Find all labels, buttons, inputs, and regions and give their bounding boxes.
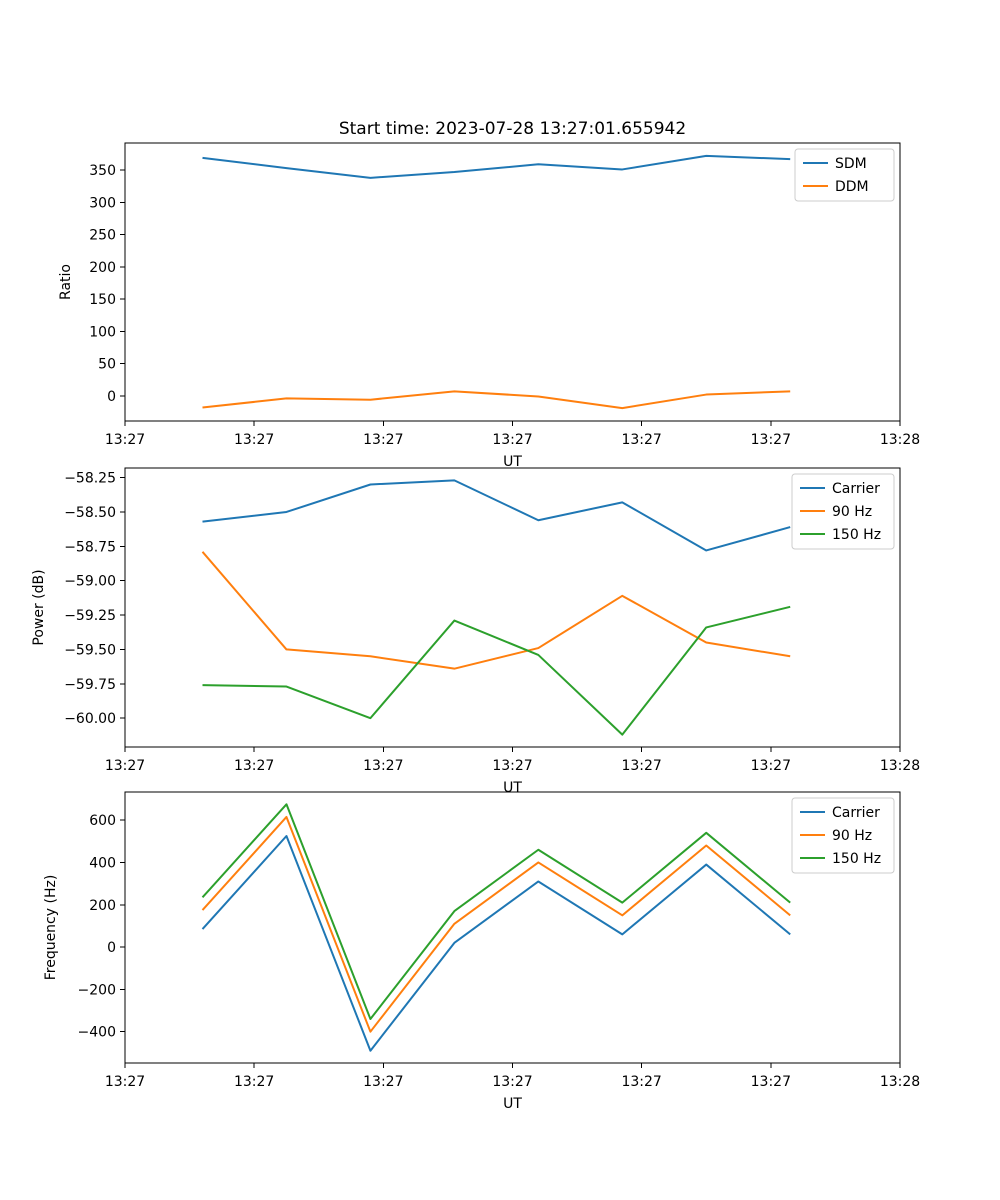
- power-plot: −60.00 −59.75 −59.50 −59.25 −59.00 −58.75 −58.…: [31, 467, 920, 796]
- x-tick-label: 13:27: [234, 1074, 274, 1090]
- x-axis-label: UT: [503, 1096, 522, 1112]
- y-tick-label: −58.75: [64, 539, 116, 555]
- x-axis-label: UT: [503, 780, 522, 796]
- power-carrier-line: [202, 479, 791, 552]
- ratio-ddm-line: [202, 390, 791, 410]
- y-tick-label: 350: [89, 163, 116, 179]
- power-90-hz-line: [201, 551, 791, 670]
- x-tick-label: 13:27: [363, 758, 403, 774]
- y-tick-label: −400: [78, 1025, 116, 1041]
- x-tick-label: 13:27: [363, 1074, 403, 1090]
- y-tick-label: 250: [89, 228, 116, 244]
- y-tick-label: 200: [89, 898, 116, 914]
- x-tick-label: 13:27: [492, 758, 532, 774]
- y-tick-label: 150: [89, 292, 116, 308]
- x-tick-label: 13:28: [880, 432, 920, 448]
- legend-label: DDM: [835, 179, 869, 195]
- x-tick-label: 13:27: [492, 1074, 532, 1090]
- x-tick-label: 13:27: [751, 758, 791, 774]
- y-tick-label: −59.25: [64, 608, 116, 624]
- legend-label: Carrier: [832, 805, 880, 821]
- y-axis-label: Power (dB): [31, 569, 47, 645]
- y-tick-label: 100: [89, 324, 116, 340]
- y-tick-label: 0: [107, 940, 116, 956]
- x-tick-label: 13:27: [105, 758, 145, 774]
- x-tick-label: 13:27: [234, 758, 274, 774]
- frequency-plot: −400 −200 0 200 400 600 13:27 13:27 13:27 13:27 13…: [43, 791, 920, 1112]
- x-tick-label: 13:27: [751, 432, 791, 448]
- x-tick-label: 13:27: [621, 758, 661, 774]
- y-tick-label: −200: [78, 982, 116, 998]
- y-tick-label: −59.50: [64, 642, 116, 658]
- legend: Carrier 90 Hz 150 Hz: [791, 797, 895, 874]
- y-tick-label: 600: [89, 813, 116, 829]
- x-tick-label: 13:27: [621, 432, 661, 448]
- legend-label: 150 Hz: [832, 527, 881, 543]
- power-150-hz-line: [202, 605, 791, 736]
- y-tick-label: −58.25: [64, 471, 116, 487]
- legend-label: SDM: [835, 156, 867, 172]
- legend-label: Carrier: [832, 481, 880, 497]
- y-tick-label: 300: [89, 195, 116, 211]
- x-tick-label: 13:27: [234, 432, 274, 448]
- x-tick-label: 13:27: [105, 1074, 145, 1090]
- axes-frame: [124, 791, 901, 1064]
- legend-box: [791, 473, 895, 550]
- legend-label: 90 Hz: [832, 828, 872, 844]
- ratio-plot: 0 50 100 150 200 250 300 350 13:27 13:27 13:27 13:2…: [58, 142, 920, 470]
- legend: SDM DDM: [794, 148, 895, 202]
- frequency-150-hz-line: [201, 803, 791, 1020]
- x-tick-label: 13:28: [880, 758, 920, 774]
- y-tick-label: 400: [89, 855, 116, 871]
- y-tick-label: 0: [107, 389, 116, 405]
- legend: Carrier 90 Hz 150 Hz: [791, 473, 895, 550]
- y-tick-label: −60.00: [64, 711, 116, 727]
- y-tick-label: −58.50: [64, 505, 116, 521]
- ratio-sdm-line: [202, 154, 791, 179]
- axes-frame: [124, 142, 901, 422]
- y-tick-label: 200: [89, 260, 116, 276]
- x-tick-label: 13:27: [751, 1074, 791, 1090]
- x-axis-label: UT: [503, 454, 522, 470]
- x-tick-label: 13:27: [492, 432, 532, 448]
- frequency-90-hz-line: [201, 815, 791, 1033]
- y-tick-label: −59.75: [64, 677, 116, 693]
- legend-label: 150 Hz: [832, 851, 881, 867]
- y-tick-label: −59.00: [64, 574, 116, 590]
- x-tick-label: 13:28: [880, 1074, 920, 1090]
- x-tick-label: 13:27: [105, 432, 145, 448]
- y-axis-label: Ratio: [58, 264, 74, 300]
- frequency-carrier-line: [201, 835, 791, 1052]
- figure-title: Start time: 2023-07-28 13:27:01.655942: [338, 119, 687, 139]
- y-tick-label: 50: [98, 357, 116, 373]
- x-tick-label: 13:27: [621, 1074, 661, 1090]
- x-tick-label: 13:27: [363, 432, 403, 448]
- legend-box: [791, 797, 895, 874]
- legend-label: 90 Hz: [832, 504, 872, 520]
- y-axis-label: Frequency (Hz): [43, 875, 59, 981]
